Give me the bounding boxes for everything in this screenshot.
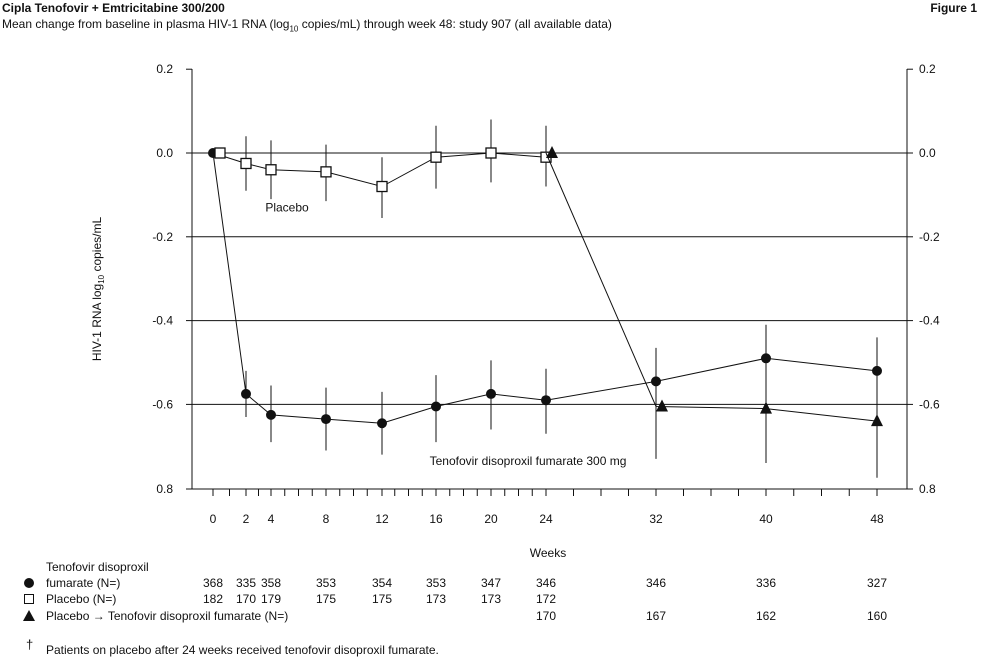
x-tick-label: 0 [210,512,217,526]
x-tick-label: 16 [429,512,443,526]
series-line [545,152,878,422]
y-tick-label-right: 0.2 [919,62,936,76]
n-table-cell: 358 [260,576,282,590]
x-tick-label: 4 [268,512,275,526]
data-point [320,166,332,178]
arrow-right-icon: → [92,609,105,623]
grid-lines [192,152,907,405]
data-point [871,414,883,427]
y-tick-label-right: -0.4 [919,314,940,328]
n-table-cell: 368 [202,576,224,590]
data-point [546,146,558,158]
data-point [656,399,668,412]
data-point [486,388,496,399]
n-table-cell: 175 [315,592,337,606]
x-tick-label: 48 [870,512,884,526]
data-point [265,164,277,176]
n-table-cell: 167 [645,609,667,623]
n-table-cell: 335 [235,576,257,590]
y-tick-label-left: -0.4 [152,314,173,328]
n-table-cell: 179 [260,592,282,606]
data-point [541,395,551,406]
data-point [240,157,252,170]
series-group [208,119,883,478]
dagger-icon: † [26,637,34,652]
footnote: Patients on placebo after 24 weeks recei… [46,643,439,657]
y-tick-label-left: 0.0 [156,146,173,160]
x-tick-label: 40 [759,512,773,526]
y-tick-label-left: 0.2 [156,62,173,76]
data-point [266,409,276,420]
n-table-cell: 347 [480,576,502,590]
n-table-cell: 160 [866,609,888,623]
subtitle-post: copies/mL) through week 48: study 907 (a… [298,17,612,31]
data-point [430,151,442,163]
n-table-cell: 354 [371,576,393,590]
n-table-cell: 173 [425,592,447,606]
annotation-label: Tenofovir disoproxil fumarate 300 mg [430,454,627,468]
x-tick-label: 32 [649,512,663,526]
circle-marker-icon [24,578,34,588]
n-table-cell: 175 [371,592,393,606]
row1-label-line1: Tenofovir disoproxil [46,560,149,574]
report-title: Cipla Tenofovir + Emtricitabine 300/200 [2,1,225,15]
data-point [760,401,772,414]
annotation-label: Placebo [265,200,309,214]
x-tick-label: 20 [484,512,498,526]
series-square [212,119,552,218]
square-marker-icon [24,594,34,604]
x-axis-label: Weeks [530,546,566,560]
y-tick-label-left: -0.6 [152,397,173,411]
y-tick-label-right: -0.2 [919,230,940,244]
data-point [376,180,388,193]
y-tick-label-left: 0.8 [156,482,173,496]
data-point [214,147,226,159]
row3-label-post: Tenofovir disoproxil fumarate (N=) [104,609,289,623]
triangle-marker-icon [23,610,35,621]
chart-axes [186,68,913,496]
n-table-cell: 353 [425,576,447,590]
y-axis-label: HIV-1 RNA log10 copies/mL [90,217,106,362]
data-point [431,401,441,412]
n-table-cell: 346 [645,576,667,590]
n-table-cell: 353 [315,576,337,590]
row3-label-pre: Placebo [46,609,93,623]
n-table-cell: 162 [755,609,777,623]
row3-label: Placebo → Tenofovir disoproxil fumarate … [46,609,288,623]
data-point [377,418,387,429]
row2-label: Placebo (N=) [46,592,117,606]
y-tick-label-left: -0.2 [152,230,173,244]
n-table-cell: 336 [755,576,777,590]
chart-subtitle: Mean change from baseline in plasma HIV-… [2,17,612,33]
figure-label: Figure 1 [930,1,977,15]
row1-label-line2: fumarate (N=) [46,576,121,590]
subtitle-sub: 10 [289,24,299,34]
n-table-cell: 327 [866,576,888,590]
y-tick-label-right: 0.0 [919,146,936,160]
chart-text: 0.2 0.2 0.0 0.0 -0.2 -0.2 -0.4 -0.4 -0.6 -0.6 0.8 0… [90,62,940,560]
y-tick-label-right: -0.6 [919,397,940,411]
data-point [485,147,497,159]
n-table-cell: 170 [535,609,557,623]
x-tick-label: 8 [323,512,330,526]
x-tick-label: 12 [375,512,389,526]
x-tick-label: 2 [243,512,250,526]
data-point [321,414,331,425]
subtitle-pre: Mean change from baseline in plasma HIV-… [2,17,290,31]
y-tick-label-right: 0.8 [919,482,936,496]
n-table-cell: 170 [235,592,257,606]
data-point [241,388,251,399]
n-table-cell: 346 [535,576,557,590]
n-table-cell: 172 [535,592,557,606]
x-tick-label: 24 [539,512,553,526]
n-table-cell: 182 [202,592,224,606]
n-table-cell: 173 [480,592,502,606]
series-triangle [545,146,883,478]
